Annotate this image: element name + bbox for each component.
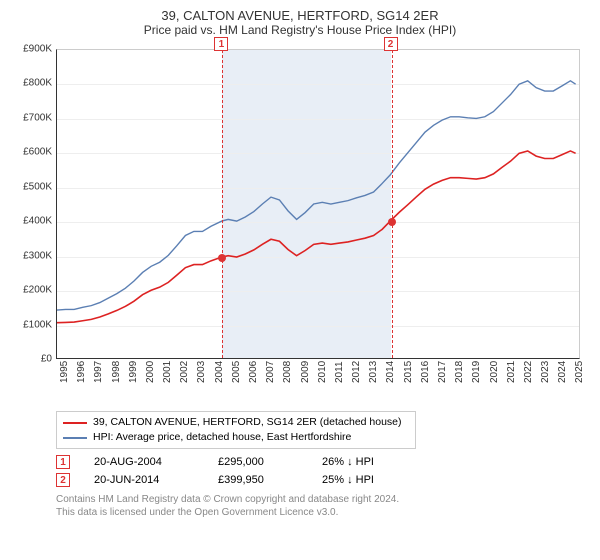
plot-area <box>56 49 580 359</box>
y-tick-label: £800K <box>12 78 52 89</box>
chart: £0 £100K £200K £300K £400K £500K £600K £700K £80… <box>12 45 588 405</box>
legend-label: HPI: Average price, detached house, East… <box>93 430 351 445</box>
y-tick-label: £600K <box>12 147 52 158</box>
sale-row-delta: 25% ↓ HPI <box>322 474 412 486</box>
line-series <box>57 50 579 358</box>
sale-row-date: 20-AUG-2004 <box>94 456 194 468</box>
sale-row-badge: 2 <box>56 473 70 487</box>
sale-marker-dot <box>218 254 226 262</box>
y-tick-label: £700K <box>12 112 52 123</box>
sale-marker-line <box>392 50 393 358</box>
sale-row-date: 20-JUN-2014 <box>94 474 194 486</box>
y-tick-label: £400K <box>12 216 52 227</box>
y-tick-label: £200K <box>12 285 52 296</box>
footer-line: This data is licensed under the Open Gov… <box>56 506 588 519</box>
y-tick-label: £300K <box>12 250 52 261</box>
chart-subtitle: Price paid vs. HM Land Registry's House … <box>12 23 588 37</box>
sale-row-delta: 26% ↓ HPI <box>322 456 412 468</box>
series-property <box>57 151 576 323</box>
sale-row-badge: 1 <box>56 455 70 469</box>
legend-swatch <box>63 422 87 424</box>
y-tick-label: £100K <box>12 319 52 330</box>
sale-row: 2 20-JUN-2014 £399,950 25% ↓ HPI <box>56 473 588 487</box>
sale-marker-line <box>222 50 223 358</box>
sale-marker-badge: 2 <box>384 37 398 51</box>
y-tick-label: £500K <box>12 181 52 192</box>
series-hpi <box>57 81 576 310</box>
sale-row-price: £295,000 <box>218 456 298 468</box>
legend-item: 39, CALTON AVENUE, HERTFORD, SG14 2ER (d… <box>63 415 409 430</box>
sale-marker-dot <box>388 218 396 226</box>
x-tick-label: 2025 <box>574 361 600 383</box>
sale-row: 1 20-AUG-2004 £295,000 26% ↓ HPI <box>56 455 588 469</box>
y-tick-label: £900K <box>12 44 52 55</box>
legend: 39, CALTON AVENUE, HERTFORD, SG14 2ER (d… <box>56 411 416 449</box>
legend-label: 39, CALTON AVENUE, HERTFORD, SG14 2ER (d… <box>93 415 402 430</box>
footer: Contains HM Land Registry data © Crown c… <box>56 493 588 519</box>
sale-marker-badge: 1 <box>214 37 228 51</box>
sales-table: 1 20-AUG-2004 £295,000 26% ↓ HPI 2 20-JUN-201… <box>56 455 588 487</box>
footer-line: Contains HM Land Registry data © Crown c… <box>56 493 588 506</box>
legend-item: HPI: Average price, detached house, East… <box>63 430 409 445</box>
chart-title: 39, CALTON AVENUE, HERTFORD, SG14 2ER <box>12 8 588 23</box>
legend-swatch <box>63 437 87 439</box>
sale-row-price: £399,950 <box>218 474 298 486</box>
y-tick-label: £0 <box>12 354 52 365</box>
